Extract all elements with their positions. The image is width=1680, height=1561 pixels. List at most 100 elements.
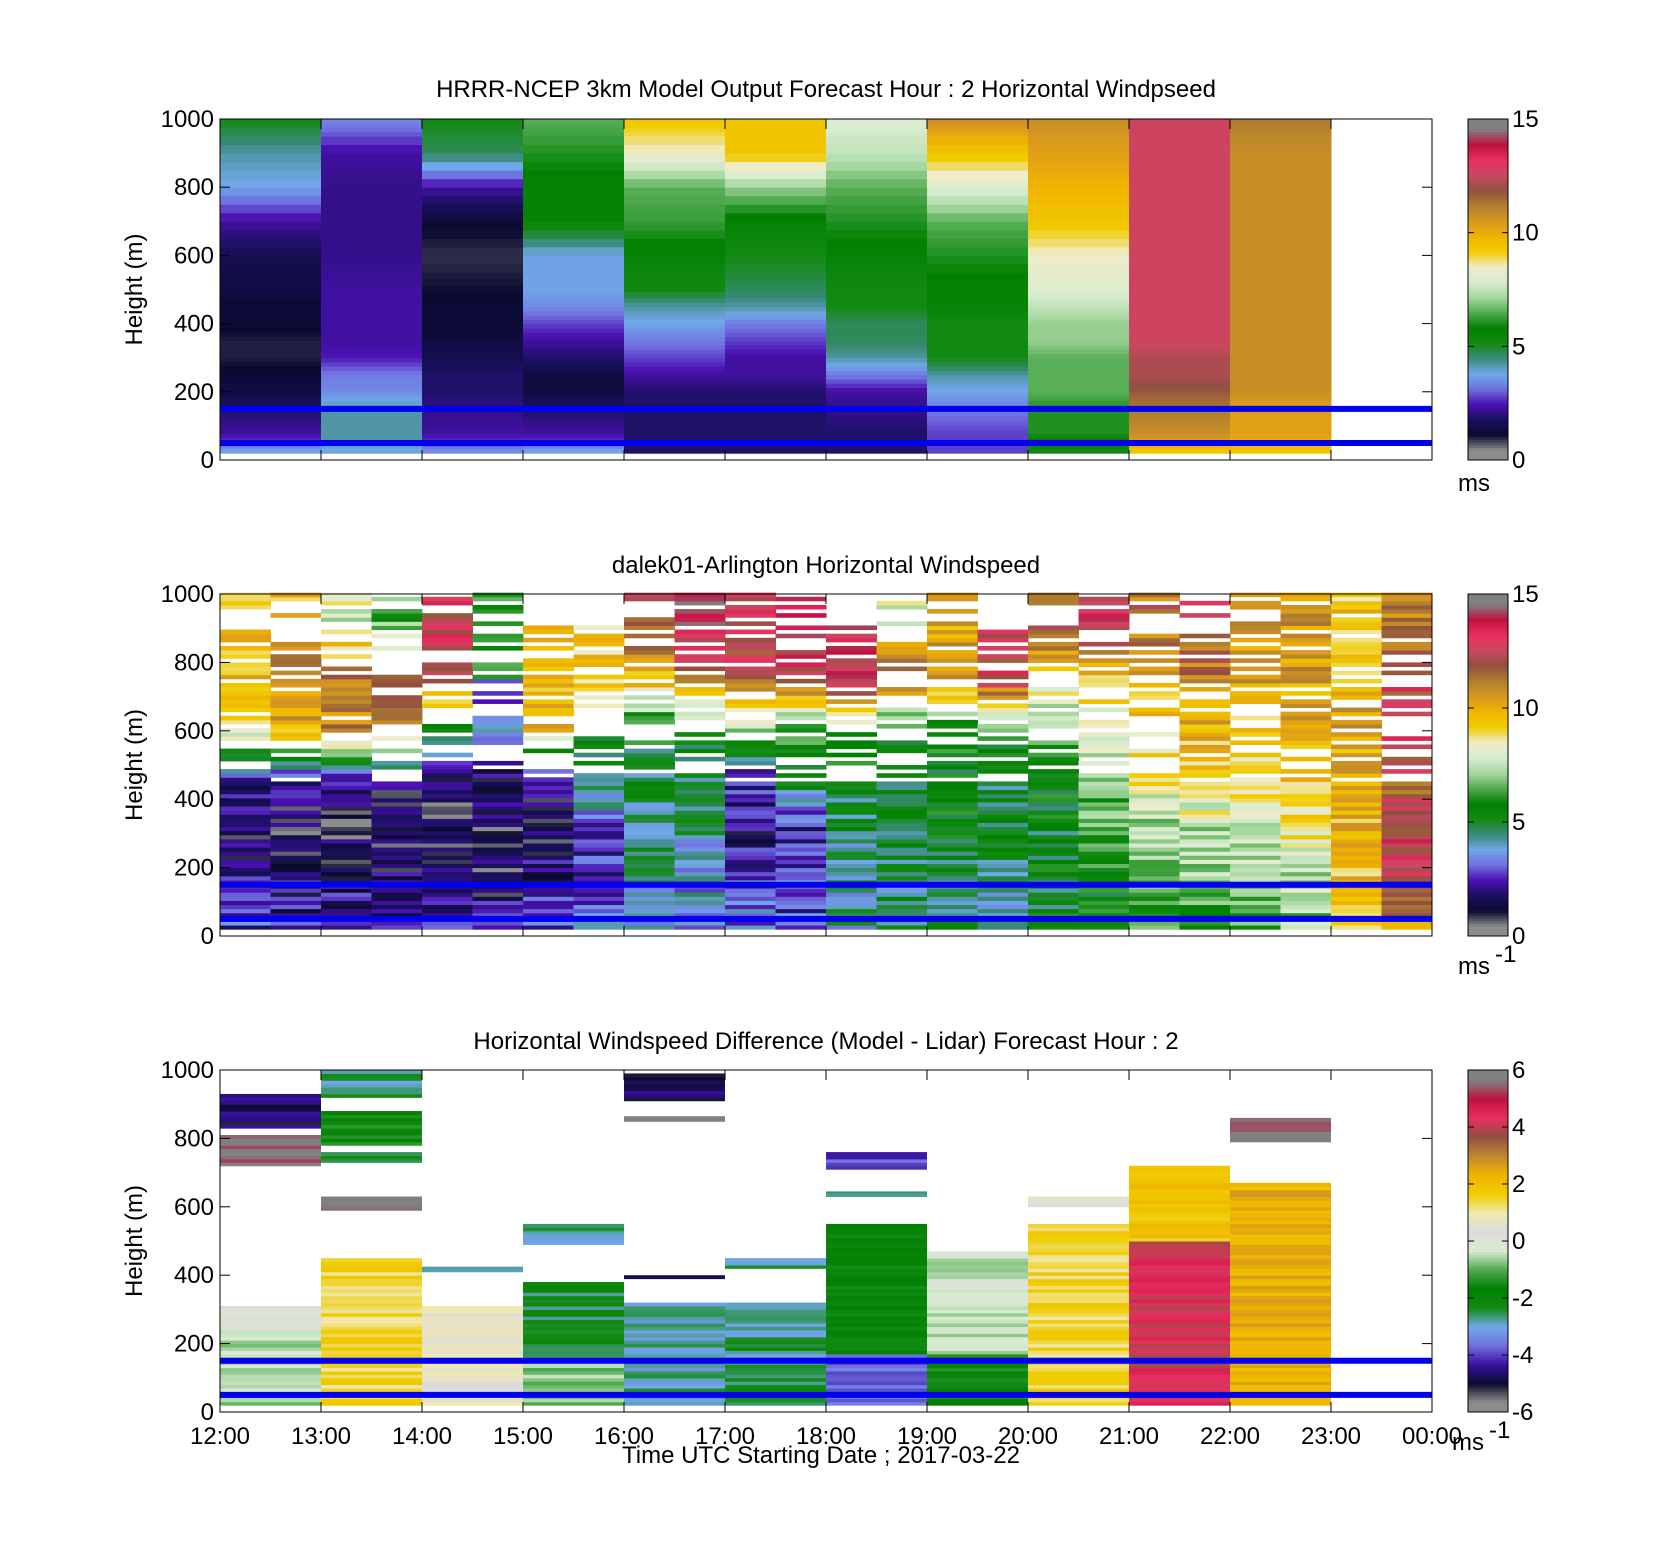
heatmap-cell — [927, 875, 978, 881]
heatmap-cell — [775, 666, 827, 672]
heatmap-cell — [1230, 1326, 1331, 1331]
heatmap-cell — [624, 756, 675, 762]
heatmap-cell — [674, 847, 726, 852]
heatmap-cell — [220, 1138, 321, 1143]
heatmap-cell — [624, 1381, 725, 1386]
heatmap-cell — [422, 204, 524, 214]
heatmap-cell — [1230, 1182, 1331, 1187]
heatmap-cell — [725, 285, 827, 293]
colorbar-unit: ms — [1458, 470, 1490, 497]
heatmap-cell — [1230, 1377, 1331, 1382]
heatmap-cell — [472, 736, 524, 741]
heatmap-cell — [1028, 900, 1079, 906]
colorbar-segment — [1468, 1340, 1508, 1344]
heatmap-cell — [270, 592, 322, 598]
heatmap-cell — [422, 1398, 523, 1403]
heatmap-cell — [321, 925, 372, 930]
heatmap-cell — [573, 760, 625, 766]
heatmap-cell — [523, 425, 625, 430]
heatmap-cell — [523, 1316, 624, 1321]
heatmap-cell — [1078, 719, 1130, 725]
heatmap-cell — [1280, 781, 1332, 787]
heatmap-cell — [725, 255, 827, 265]
heatmap-cell — [321, 609, 372, 614]
heatmap-cell — [1230, 119, 1332, 124]
heatmap-cell — [1280, 674, 1332, 680]
heatmap-cell — [1129, 1247, 1230, 1252]
colorbar-segment — [1468, 1224, 1508, 1229]
heatmap-cell — [977, 842, 1029, 848]
colorbar-frame — [1467, 593, 1509, 937]
heatmap-cell — [422, 822, 473, 828]
heatmap-cell — [927, 1285, 1028, 1290]
heatmap-cell — [321, 238, 423, 248]
heatmap-cell — [1280, 703, 1332, 709]
heatmap-cell — [523, 781, 574, 787]
heatmap-cell — [220, 1401, 321, 1406]
heatmap-cell — [1280, 847, 1332, 852]
heatmap-cell — [472, 847, 524, 852]
heatmap-cell — [1129, 1374, 1230, 1379]
heatmap-cell — [826, 178, 928, 188]
heatmap-cell — [624, 204, 726, 214]
heatmap-cell — [775, 633, 827, 639]
heatmap-cell — [826, 896, 877, 901]
heatmap-cell — [1230, 682, 1281, 688]
heatmap-cell — [927, 691, 978, 696]
heatmap-cell — [321, 830, 372, 836]
heatmap-cell — [927, 127, 1029, 133]
heatmap-cell — [624, 1350, 725, 1355]
heatmap-cell — [1230, 1220, 1331, 1225]
heatmap-cell — [1129, 1217, 1230, 1221]
colorbar-segment — [1468, 826, 1508, 830]
heatmap-cell — [927, 674, 978, 680]
heatmap-cell — [826, 732, 877, 737]
heatmap-cell — [826, 315, 928, 320]
heatmap-cell — [1129, 310, 1231, 316]
heatmap-cell — [422, 834, 473, 840]
colorbar-segment — [1468, 1198, 1508, 1202]
heatmap-cell — [876, 871, 928, 877]
heatmap-cell — [321, 1319, 422, 1324]
colorbar-segment — [1468, 193, 1508, 197]
heatmap-cell — [371, 847, 423, 852]
heatmap-cell — [1129, 391, 1231, 397]
heatmap-cell — [220, 699, 271, 704]
heatmap-cell — [1028, 1271, 1129, 1276]
heatmap-cell — [220, 204, 322, 214]
heatmap-cell — [826, 383, 928, 389]
heatmap-cell — [1028, 863, 1079, 869]
heatmap-cell — [927, 255, 1029, 265]
heatmap-cell — [1331, 592, 1382, 598]
heatmap-cell — [876, 822, 928, 828]
heatmap-cell — [1129, 785, 1180, 791]
heatmap-cell — [826, 707, 877, 713]
heatmap-cell — [220, 1100, 321, 1105]
heatmap-cell — [220, 400, 322, 406]
heatmap-cell — [826, 153, 928, 163]
heatmap-cell — [523, 789, 574, 795]
heatmap-cell — [876, 875, 928, 881]
heatmap-cell — [775, 740, 827, 745]
heatmap-cell — [725, 637, 776, 643]
heatmap-cell — [674, 621, 726, 626]
heatmap-cell — [725, 1353, 826, 1358]
colorbar-segment — [1468, 614, 1508, 619]
heatmap-cell — [523, 1333, 624, 1338]
heatmap-cell — [725, 728, 776, 733]
heatmap-cell — [270, 912, 322, 918]
colorbar-segment — [1468, 147, 1508, 151]
heatmap-cell — [826, 752, 877, 758]
colorbar-segment — [1468, 1297, 1508, 1301]
heatmap-cell — [321, 814, 372, 819]
heatmap-cell — [725, 1316, 826, 1321]
heatmap-cell — [1230, 678, 1281, 684]
heatmap-cell — [1078, 908, 1130, 914]
colorbar-segment — [1468, 1278, 1508, 1282]
heatmap-cell — [1078, 613, 1130, 618]
colorbar-segment — [1468, 158, 1508, 162]
heatmap-cell — [523, 306, 625, 312]
heatmap-cell — [1331, 826, 1382, 832]
colorbar-segment — [1468, 799, 1508, 804]
heatmap-cell — [1230, 1230, 1331, 1235]
